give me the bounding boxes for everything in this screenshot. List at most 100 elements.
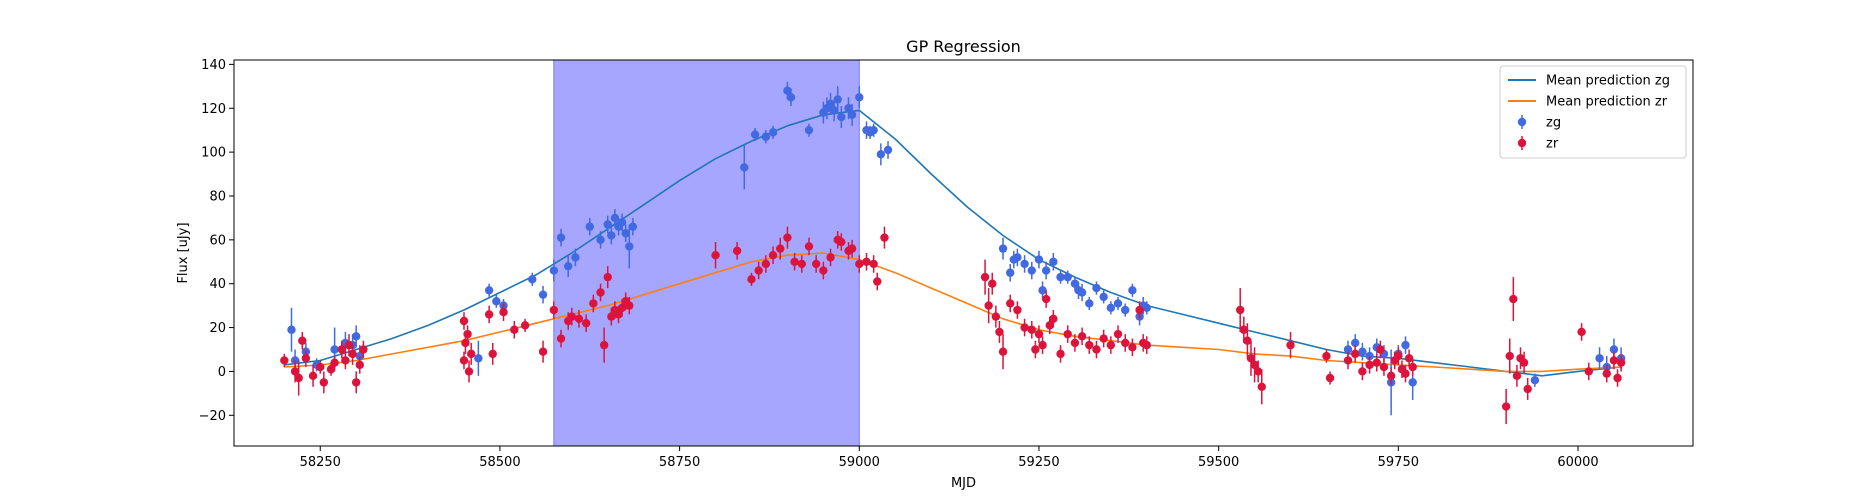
data-point (596, 231, 605, 249)
data-point (298, 331, 307, 350)
point-marker (355, 351, 364, 361)
point-marker (1077, 288, 1087, 297)
y-tick-label: −20 (199, 409, 226, 424)
point-marker (754, 266, 763, 275)
point-marker (1595, 354, 1604, 363)
point-marker (1099, 334, 1108, 343)
point-marker (1236, 305, 1245, 315)
point-marker (510, 325, 519, 334)
point-marker (984, 301, 993, 310)
legend-point-swatch (1517, 138, 1527, 148)
data-point (510, 320, 519, 339)
y-tick-label: 40 (209, 277, 226, 292)
data-point (617, 213, 627, 232)
point-marker (330, 358, 339, 367)
point-marker (768, 250, 778, 260)
data-point (1404, 349, 1414, 368)
point-marker (783, 233, 792, 242)
point-marker (461, 338, 470, 348)
point-marker (1063, 272, 1072, 282)
data-point (1063, 270, 1072, 284)
data-point (1613, 369, 1622, 387)
point-marker (855, 259, 864, 269)
data-point (330, 356, 339, 370)
point-marker (732, 246, 742, 256)
data-point (732, 242, 742, 260)
point-marker (290, 367, 300, 376)
data-point (1013, 248, 1022, 267)
data-point (564, 255, 573, 278)
data-point (466, 342, 476, 365)
x-tick-label: 59250 (1018, 455, 1059, 470)
data-point (1106, 301, 1116, 315)
data-point (1077, 283, 1087, 302)
point-marker (484, 310, 494, 319)
point-marker (1394, 351, 1403, 361)
data-point (549, 301, 559, 319)
point-marker (1365, 351, 1374, 361)
data-point (538, 285, 548, 304)
data-point (786, 88, 796, 107)
point-marker (610, 213, 620, 223)
data-point (348, 342, 357, 365)
data-point (1236, 288, 1245, 332)
point-marker (1045, 321, 1054, 330)
data-point (1106, 336, 1116, 354)
point-marker (294, 373, 303, 383)
point-marker (499, 308, 508, 317)
point-marker (556, 334, 566, 343)
point-marker (883, 145, 893, 155)
point-marker (1408, 378, 1417, 387)
point-marker (464, 367, 474, 376)
data-point (556, 228, 566, 247)
point-marker (1142, 303, 1151, 313)
data-point (589, 294, 598, 313)
y-tick-label: 80 (209, 189, 226, 204)
point-marker (995, 327, 1004, 337)
point-marker (1530, 376, 1540, 385)
point-marker (459, 316, 469, 326)
y-axis: −20 0 20 40 60 80 100 120 140 (199, 58, 234, 424)
point-marker (804, 242, 814, 251)
data-point (1501, 388, 1511, 425)
data-point (308, 364, 318, 387)
point-marker (1041, 294, 1051, 304)
point-marker (1099, 292, 1108, 302)
data-point (873, 272, 882, 291)
point-marker (776, 244, 785, 253)
x-tick-label: 59000 (839, 455, 880, 470)
legend-label: Mean prediction zg (1546, 74, 1670, 89)
point-marker (1372, 358, 1381, 367)
point-marker (1128, 286, 1137, 295)
point-marker (1031, 345, 1040, 354)
data-point (829, 99, 839, 122)
data-point (341, 351, 350, 370)
point-marker (1386, 371, 1396, 381)
x-tick-label: 58250 (300, 455, 341, 470)
data-point (837, 233, 846, 251)
point-marker (344, 340, 354, 350)
data-point (488, 342, 497, 365)
point-marker (1006, 299, 1015, 308)
point-marker (1358, 367, 1367, 376)
data-point (520, 318, 530, 332)
point-marker (330, 345, 339, 354)
data-point (351, 371, 361, 394)
x-axis: 58250 58500 58750 59000 59250 59500 59750 60000 (300, 446, 1599, 470)
point-marker (844, 104, 853, 113)
data-point (464, 360, 474, 383)
point-marker (466, 349, 476, 359)
point-marker (1609, 356, 1619, 365)
point-marker (556, 233, 566, 242)
data-point (811, 255, 821, 273)
point-marker (1250, 360, 1259, 370)
data-point (567, 307, 576, 326)
data-point (1365, 356, 1374, 374)
data-point (1056, 345, 1065, 363)
point-marker (459, 356, 469, 365)
series-zr (280, 226, 1626, 425)
point-marker (1343, 356, 1353, 365)
data-point (1530, 373, 1540, 387)
